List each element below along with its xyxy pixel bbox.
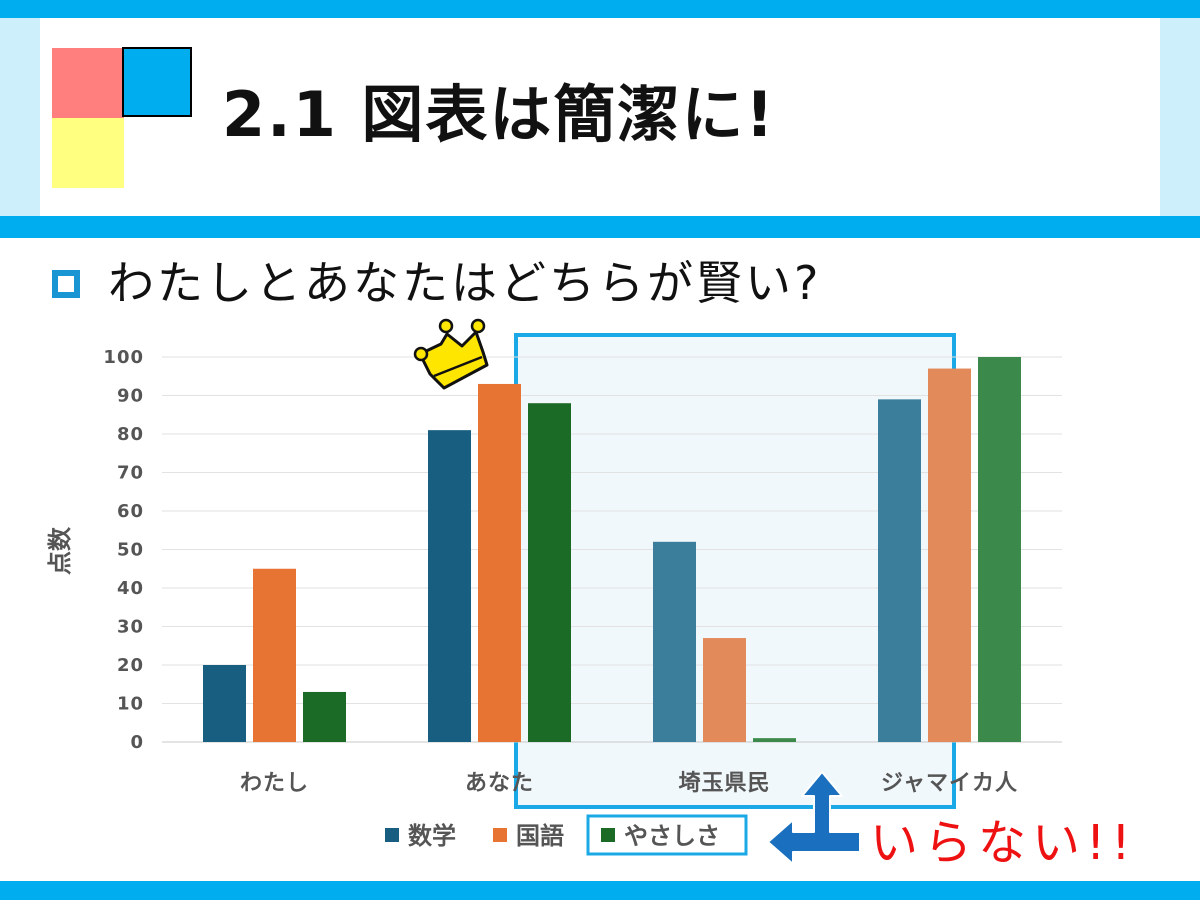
y-tick-label: 10 (117, 694, 144, 715)
legend-highlight-box (586, 814, 748, 856)
bar-0-1 (253, 568, 296, 742)
y-tick-label: 90 (117, 386, 144, 407)
legend-label: 数学 (408, 822, 456, 850)
bar-2-1 (703, 638, 746, 742)
y-tick-label: 0 (130, 732, 144, 753)
slide-title: 2.1 図表は簡潔に! (222, 78, 776, 151)
header-divider-bar (0, 216, 1200, 238)
bar-2-0 (653, 541, 696, 742)
x-category-label: あなた (465, 771, 534, 796)
square-bullet-icon (52, 270, 80, 298)
y-tick-label: 100 (103, 347, 144, 368)
y-tick-label: 30 (117, 617, 144, 638)
y-tick-label: 50 (117, 540, 144, 561)
bar-3-1 (928, 368, 971, 742)
legend-label: 国語 (516, 822, 564, 850)
crown-icon (413, 318, 489, 390)
question-text: わたしとあなたはどちらが賢い? (108, 256, 822, 310)
logo-yellow-square (52, 118, 124, 188)
y-axis-label: 点数 (46, 526, 74, 575)
legend-swatch (601, 828, 615, 842)
y-tick-label: 60 (117, 501, 144, 522)
y-tick-label: 20 (117, 655, 144, 676)
y-tick-label: 80 (117, 424, 144, 445)
bar-2-2 (753, 738, 796, 742)
bar-0-2 (303, 691, 346, 742)
y-tick-label: 70 (117, 463, 144, 484)
bar-1-2 (528, 403, 571, 742)
bottom-accent-bar (0, 881, 1200, 900)
left-side-panel (0, 18, 40, 216)
logo-blue-square (122, 47, 192, 117)
bar-1-1 (478, 383, 521, 742)
bar-3-0 (878, 399, 921, 742)
logo-red-square (52, 48, 124, 120)
x-category-label: ジャマイカ人 (881, 771, 1018, 796)
top-accent-bar (0, 0, 1200, 18)
right-side-panel (1160, 18, 1200, 216)
legend-swatch (385, 828, 399, 842)
bar-1-0 (428, 430, 471, 742)
y-tick-label: 40 (117, 578, 144, 599)
x-category-label: わたし (240, 771, 309, 796)
remark-text: いらない!! (870, 815, 1137, 871)
bar-3-2 (978, 357, 1021, 742)
bar-0-0 (203, 665, 246, 742)
t-arrow-icon (767, 771, 861, 865)
x-category-label: 埼玉県民 (678, 771, 770, 796)
legend-label: やさしさ (624, 822, 720, 850)
legend-swatch (493, 828, 507, 842)
